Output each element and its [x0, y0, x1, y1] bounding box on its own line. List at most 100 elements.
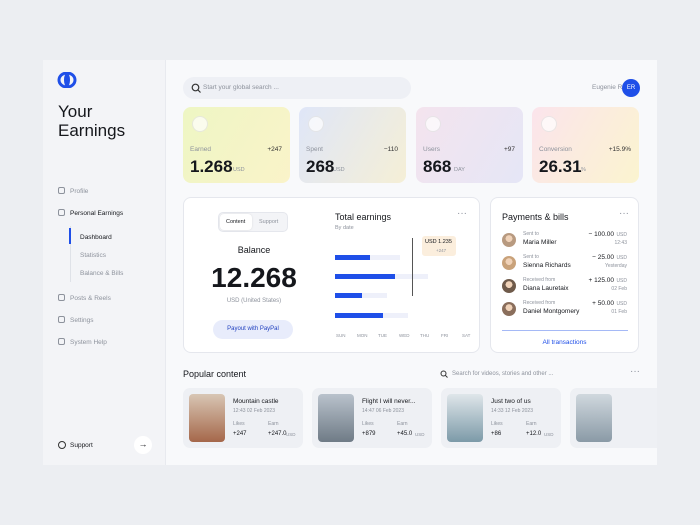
- earn-currency: USD: [544, 432, 554, 437]
- subnav-item[interactable]: Dashboard: [80, 234, 112, 241]
- bar: [335, 293, 362, 298]
- content-date: 14:47 06 Feb 2023: [362, 408, 404, 414]
- subnav-item[interactable]: Statistics: [80, 252, 107, 259]
- earn-value: +247.0: [268, 431, 287, 437]
- content-date: 12:43 02 Feb 2023: [233, 408, 275, 414]
- earn-value: +12.0: [526, 431, 542, 437]
- stat-card: Spent −110 268 USD: [299, 107, 406, 183]
- contact-avatar: [502, 233, 516, 247]
- content-card[interactable]: Just two of us 14:33 12 Feb 2023 Likes +86 E…: [441, 388, 561, 448]
- contact-avatar: [502, 279, 516, 293]
- stat-unit: DAY: [454, 167, 465, 173]
- likes-value: +879: [362, 431, 376, 437]
- contact-name: Sienna Richards: [523, 262, 571, 269]
- transaction-amount: − 25.00: [592, 254, 614, 261]
- transaction-type: Sent to: [523, 254, 539, 260]
- sidebar: Your Earnings Profile Personal Earnings Po…: [43, 60, 166, 465]
- day-label: FRI: [441, 333, 449, 338]
- tooltip-delta: +247: [436, 248, 447, 253]
- subnav-item[interactable]: Balance & Bills: [80, 270, 124, 277]
- transaction-currency: USD: [616, 255, 627, 261]
- bar: [335, 255, 370, 260]
- stat-delta: +97: [503, 146, 515, 153]
- chart-filter[interactable]: By date: [335, 225, 354, 231]
- content-title: Mountain castle: [233, 398, 279, 405]
- nav-icon: [58, 294, 65, 301]
- subnav-line: [70, 226, 71, 282]
- tab[interactable]: Support: [259, 219, 279, 225]
- stat-value: 868: [423, 157, 452, 176]
- more-icon[interactable]: ···: [630, 366, 640, 377]
- stat-label: Earned: [190, 146, 211, 153]
- stat-icon: [425, 116, 441, 132]
- nav-item[interactable]: System Help: [70, 339, 107, 346]
- more-icon[interactable]: ···: [457, 208, 467, 219]
- transaction-time: 12:43: [614, 240, 627, 246]
- stat-card: Users +97 868 DAY: [416, 107, 523, 183]
- day-label: TUE: [378, 333, 387, 338]
- cursor-line: [412, 238, 413, 296]
- stat-label: Conversion: [539, 146, 572, 153]
- transaction-currency: USD: [616, 278, 627, 284]
- balance-card: Content Support Balance 12.268 USD (United S…: [183, 197, 480, 353]
- day-label: SAT: [462, 333, 471, 338]
- stat-unit: USD: [233, 167, 245, 173]
- chart-title: Total earnings: [335, 212, 392, 222]
- day-label: MON: [357, 333, 368, 338]
- nav-item[interactable]: Profile: [70, 188, 89, 195]
- transaction-type: Received from: [523, 300, 556, 306]
- content-thumbnail: [576, 394, 612, 442]
- day-label: SUN: [336, 333, 346, 338]
- search-bar[interactable]: Start your global search ...: [183, 77, 411, 99]
- support-arrow[interactable]: →: [134, 436, 152, 454]
- avatar[interactable]: ER: [622, 79, 640, 97]
- stat-unit: USD: [333, 167, 345, 173]
- more-icon[interactable]: ···: [619, 208, 629, 219]
- search-placeholder: Start your global search ...: [203, 84, 279, 91]
- nav-item[interactable]: Settings: [70, 317, 94, 324]
- payments-card: Payments & bills ··· Sent to Maria Miller − …: [490, 197, 639, 353]
- balance-title: Balance: [237, 245, 271, 255]
- all-transactions-link[interactable]: All transactions: [542, 339, 587, 346]
- transaction-amount: + 125.00: [588, 277, 614, 284]
- likes-value: +247: [233, 431, 247, 437]
- nav-icon: [58, 316, 65, 323]
- contact-avatar: [502, 256, 516, 270]
- stat-icon: [192, 116, 208, 132]
- stat-icon: [541, 116, 557, 132]
- content-thumbnail: [318, 394, 354, 442]
- transaction-time: 01 Feb: [611, 309, 627, 315]
- contact-name: Maria Miller: [523, 239, 557, 246]
- user-name: Eugenie R.: [592, 84, 625, 91]
- transaction-currency: USD: [616, 301, 627, 307]
- nav-icon: [58, 187, 65, 194]
- stat-card: Conversion +15.9% 26.31%: [532, 107, 639, 183]
- likes-label: Likes: [362, 421, 374, 427]
- stat-delta: −110: [383, 146, 398, 153]
- likes-label: Likes: [233, 421, 245, 427]
- bar: [335, 313, 383, 318]
- bar: [335, 274, 395, 279]
- stat-delta: +247: [267, 146, 282, 153]
- nav-item[interactable]: Personal Earnings: [70, 210, 124, 217]
- content-title: Just two of us: [491, 398, 531, 405]
- nav-icon: [58, 209, 65, 216]
- content-card[interactable]: [570, 388, 657, 448]
- support-link[interactable]: Support: [70, 442, 93, 449]
- tab[interactable]: Content: [226, 219, 246, 225]
- payout-button[interactable]: Payout with PayPal: [213, 320, 293, 339]
- balance-amount: 12.268: [211, 262, 297, 293]
- content-card[interactable]: Mountain castle 12:43 02 Feb 2023 Likes +24…: [183, 388, 303, 448]
- stat-card: Earned +247 1.268 USD: [183, 107, 290, 183]
- contact-avatar: [502, 302, 516, 316]
- likes-value: +86: [491, 431, 502, 437]
- nav-item[interactable]: Posts & Reels: [70, 295, 111, 302]
- content-search[interactable]: Search for videos, stories and other ...: [452, 371, 554, 377]
- content-thumbnail: [189, 394, 225, 442]
- content-card[interactable]: Flight I will never... 14:47 06 Feb 2023 L…: [312, 388, 432, 448]
- contact-name: Daniel Montgomery: [523, 308, 580, 315]
- stat-icon: [308, 116, 324, 132]
- earn-label: Earn: [526, 421, 537, 427]
- transaction-amount: − 100.00: [588, 231, 614, 238]
